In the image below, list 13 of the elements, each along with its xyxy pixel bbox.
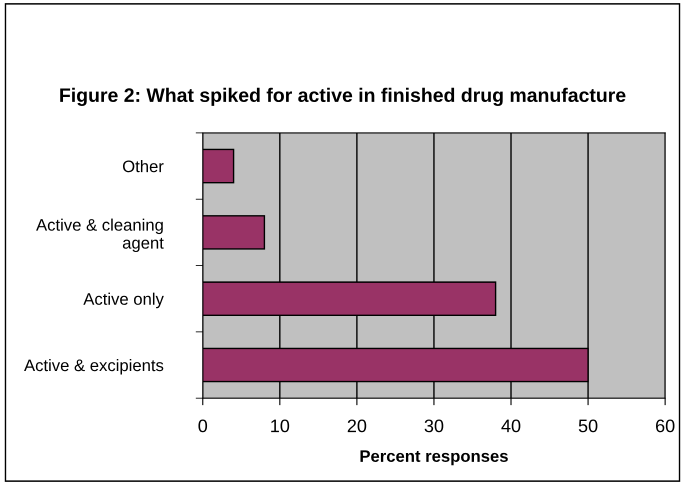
y-tick-label: Active & excipients <box>24 358 164 375</box>
x-tick-label: 40 <box>501 419 520 432</box>
y-tick-label: Active & cleaning agent <box>36 218 164 252</box>
x-tick-label: 60 <box>656 419 674 432</box>
y-tick-label: Other <box>122 160 164 172</box>
y-tick-label: Active only <box>83 292 164 308</box>
x-tick-label: 0 <box>198 419 208 432</box>
x-tick-label: 20 <box>348 419 366 432</box>
chart-title: Figure 2: What spiked for active in finished drug manufacture <box>60 88 626 106</box>
x-axis-title: Percent responses <box>360 450 508 466</box>
x-tick-label: 50 <box>578 419 598 432</box>
x-tick-label: 30 <box>424 419 444 432</box>
x-tick-label: 10 <box>271 419 290 432</box>
